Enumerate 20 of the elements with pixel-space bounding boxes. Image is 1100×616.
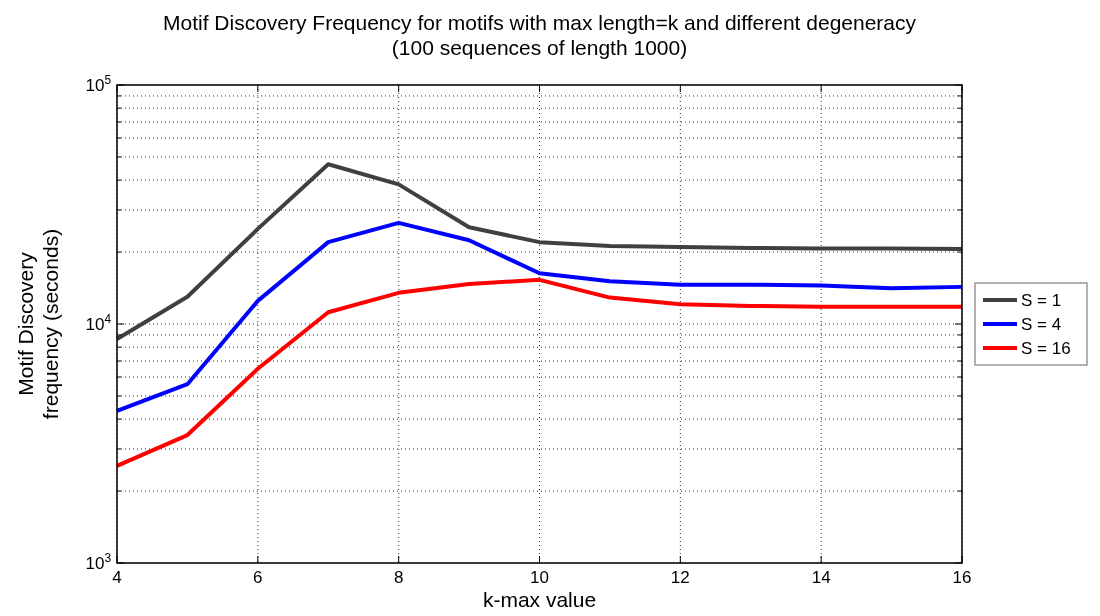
- y-tick-label: 10$^{5}$: [85, 73, 112, 95]
- y-tick-label: 10$^{4}$: [85, 312, 112, 334]
- y-tick-label: 10$^{3}$: [85, 551, 112, 573]
- x-axis-title: k-max value: [482, 588, 597, 611]
- legend-label: S = 1: [1021, 291, 1062, 310]
- y-axis-title: Motif Discovery frequency (seconds): [13, 228, 62, 420]
- x-tick-label: 10: [530, 568, 549, 587]
- line-series: [115, 277, 964, 468]
- x-tick-label: 14: [811, 568, 831, 587]
- chart-title: Motif Discovery Frequency for motifs with max length=k and different degeneracy: [162, 11, 917, 34]
- x-tick-label: 6: [253, 568, 263, 587]
- line-series: [115, 162, 964, 342]
- chart-subtitle: (100 sequences of length 1000): [391, 36, 688, 59]
- x-tick-label: 4: [112, 568, 122, 587]
- x-tick-label: 16: [952, 568, 972, 587]
- legend-label: S = 4: [1021, 315, 1062, 334]
- x-tick-label: 8: [393, 568, 404, 587]
- line-series: [115, 220, 964, 413]
- legend-label: S = 16: [1021, 339, 1071, 358]
- x-tick-label: 12: [670, 568, 690, 587]
